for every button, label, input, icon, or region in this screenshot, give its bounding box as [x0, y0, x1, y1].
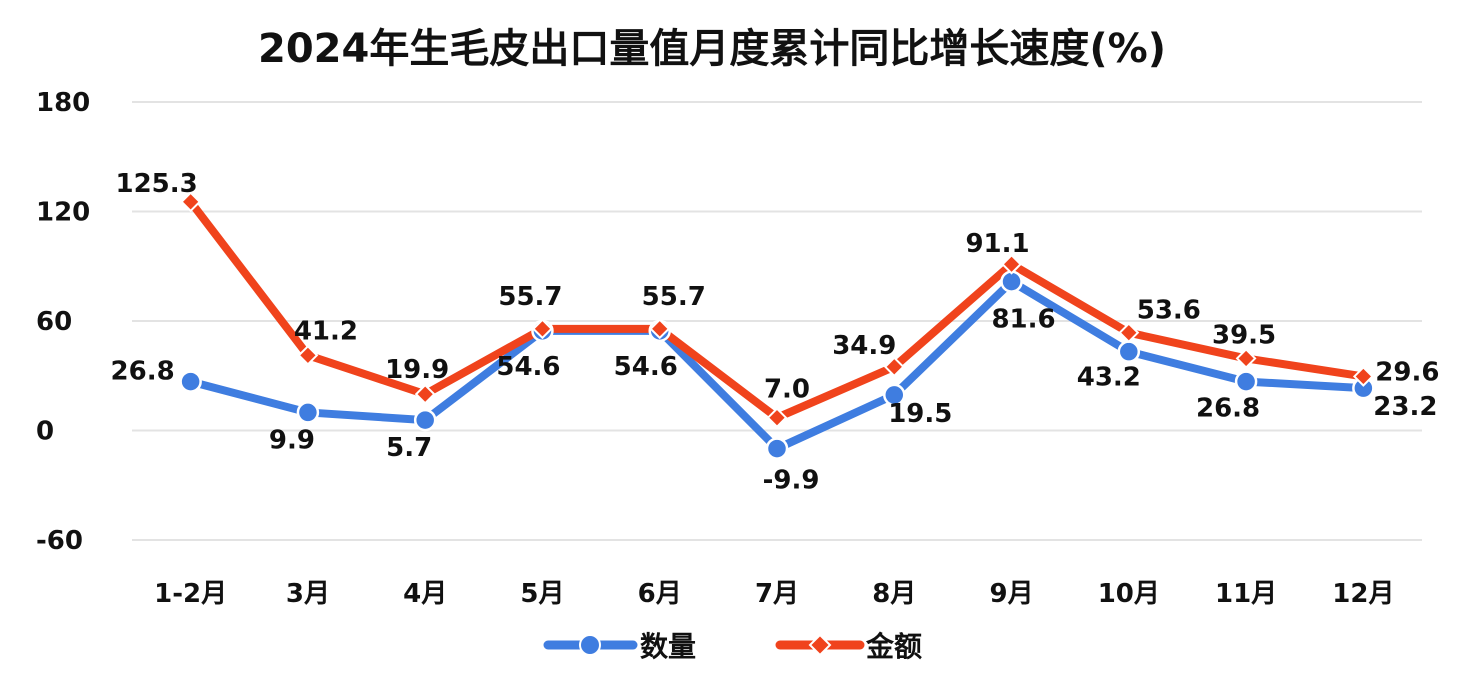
data-label-quantity: 5.7 — [386, 433, 432, 463]
legend-item-quantity: 数量 — [548, 630, 696, 663]
data-point-quantity — [181, 372, 201, 392]
data-label-amount: 41.2 — [294, 316, 358, 346]
chart-title: 2024年生毛皮出口量值月度累计同比增长速度(%) — [258, 26, 1166, 72]
data-point-quantity — [767, 439, 787, 459]
y-tick-label: -60 — [36, 526, 83, 556]
x-tick-label: 5月 — [520, 579, 564, 609]
y-tick-label: 0 — [36, 417, 54, 447]
y-axis: 180 120 60 0 -60 — [36, 88, 90, 556]
x-tick-label: 4月 — [403, 579, 447, 609]
legend-marker-diamond — [810, 635, 830, 655]
legend-label-amount: 金额 — [865, 630, 922, 663]
x-axis: 1-2月 3月 4月 5月 6月 7月 8月 9月 10月 11月 12月 — [154, 579, 1394, 609]
x-tick-label: 3月 — [286, 579, 330, 609]
data-label-quantity: 19.5 — [888, 399, 952, 429]
series-layer — [181, 193, 1374, 459]
data-label-amount: 125.3 — [116, 169, 198, 199]
data-point-quantity — [1236, 372, 1256, 392]
data-label-amount: 19.9 — [385, 355, 449, 385]
legend: 数量 金额 — [548, 630, 922, 663]
legend-item-amount: 金额 — [780, 630, 922, 663]
data-label-amount: 91.1 — [965, 229, 1029, 259]
data-point-quantity — [1119, 342, 1139, 362]
y-tick-label: 60 — [36, 307, 72, 337]
data-label-quantity: 54.6 — [614, 352, 678, 382]
data-point-amount — [1237, 349, 1255, 367]
y-tick-label: 120 — [36, 198, 90, 228]
legend-label-quantity: 数量 — [640, 630, 696, 663]
x-tick-label: 8月 — [872, 579, 916, 609]
y-tick-label: 180 — [36, 88, 90, 118]
data-label-amount: 39.5 — [1212, 320, 1276, 350]
data-label-amount: 7.0 — [764, 375, 810, 405]
data-label-amount: 55.7 — [642, 282, 706, 312]
data-label-quantity: 9.9 — [269, 425, 315, 455]
legend-marker-circle — [580, 635, 600, 655]
data-label-quantity: 26.8 — [111, 357, 175, 387]
x-tick-label: 10月 — [1098, 579, 1160, 609]
data-point-quantity — [298, 402, 318, 422]
data-label-amount: 34.9 — [832, 331, 896, 361]
data-label-quantity: 23.2 — [1373, 392, 1437, 422]
x-tick-label: 7月 — [755, 579, 799, 609]
x-tick-label: 11月 — [1215, 579, 1277, 609]
data-label-amount: 29.6 — [1375, 357, 1439, 387]
data-label-amount: 55.7 — [498, 282, 562, 312]
data-label-quantity: 26.8 — [1196, 394, 1260, 424]
x-tick-label: 9月 — [989, 579, 1033, 609]
data-label-quantity: -9.9 — [763, 466, 820, 496]
x-tick-label: 12月 — [1332, 579, 1394, 609]
data-label-quantity: 43.2 — [1077, 363, 1141, 393]
data-label-quantity: 54.6 — [496, 352, 560, 382]
data-label-amount: 53.6 — [1137, 296, 1201, 326]
x-tick-label: 1-2月 — [154, 579, 227, 609]
x-tick-label: 6月 — [638, 579, 682, 609]
data-point-quantity — [415, 410, 435, 430]
data-label-quantity: 81.6 — [991, 305, 1055, 335]
